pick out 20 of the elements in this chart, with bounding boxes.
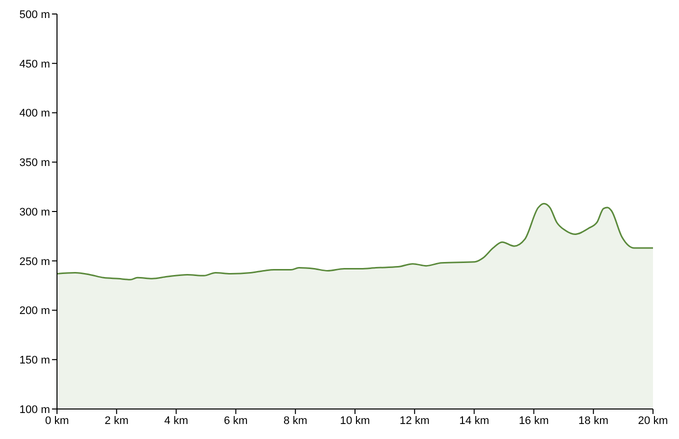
y-tick-label: 300 m [19, 206, 50, 218]
x-tick-label: 0 km [45, 414, 69, 427]
x-tick-label: 2 km [104, 414, 129, 427]
y-tick-label: 400 m [19, 108, 50, 120]
x-tick-label: 16 km [518, 414, 549, 427]
x-tick-label: 12 km [400, 414, 430, 427]
x-tick-label: 8 km [283, 414, 308, 427]
x-tick-label: 18 km [578, 414, 608, 427]
y-tick-label: 350 m [19, 157, 50, 170]
x-tick-label: 6 km [224, 414, 248, 427]
y-tick-label: 100 m [19, 404, 50, 416]
y-tick-label: 450 m [19, 58, 50, 70]
x-tick-label: 4 km [164, 414, 188, 427]
y-tick-label: 250 m [19, 256, 50, 268]
x-tick-label: 20 km [638, 414, 668, 427]
y-tick-label: 500 m [19, 8, 50, 21]
y-tick-label: 200 m [19, 305, 50, 318]
x-tick-label: 10 km [340, 414, 370, 427]
y-tick-label: 150 m [19, 354, 50, 367]
x-tick-label: 14 km [459, 414, 490, 427]
